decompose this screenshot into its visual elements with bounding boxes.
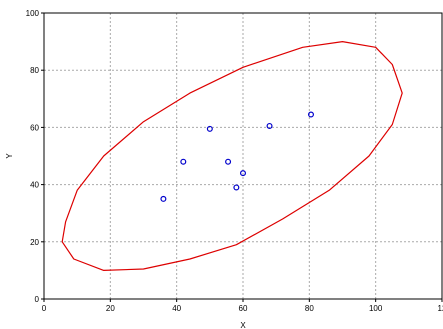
data-point-0-2 [206, 125, 213, 132]
x-tick-label-5: 100 [369, 304, 383, 313]
y-tick-label-5: 100 [26, 9, 40, 18]
x-tick-label-6: 12 [438, 304, 443, 313]
y-tick-label-4: 80 [30, 66, 39, 75]
data-point-0-0 [160, 195, 167, 202]
y-axis-ticks: 0 20 40 60 80 100 [26, 9, 44, 304]
x-axis-label: X [240, 321, 246, 329]
y-tick-label-1: 20 [30, 238, 39, 247]
y-tick-label-0: 0 [35, 295, 40, 304]
x-tick-label-3: 60 [239, 304, 248, 313]
data-point-0-4 [233, 184, 240, 191]
data-point-0-5 [240, 170, 247, 177]
x-tick-label-2: 40 [172, 304, 181, 313]
y-tick-label-2: 40 [30, 181, 39, 190]
x-tick-label-4: 80 [305, 304, 314, 313]
data-points [160, 111, 314, 202]
y-axis-label: Y [5, 153, 14, 159]
y-tick-label-3: 60 [30, 123, 39, 132]
confidence-ellipse [61, 40, 403, 271]
data-point-0-6 [266, 122, 273, 129]
x-tick-label-0: 0 [42, 304, 47, 313]
x-tick-label-1: 20 [106, 304, 115, 313]
data-point-0-1 [180, 158, 187, 165]
data-point-0-7 [307, 111, 314, 118]
x-axis-ticks: 0 20 40 60 80 100 12 [42, 299, 443, 313]
data-point-0-3 [225, 158, 232, 165]
confidence-ellipse-layer [61, 40, 403, 271]
